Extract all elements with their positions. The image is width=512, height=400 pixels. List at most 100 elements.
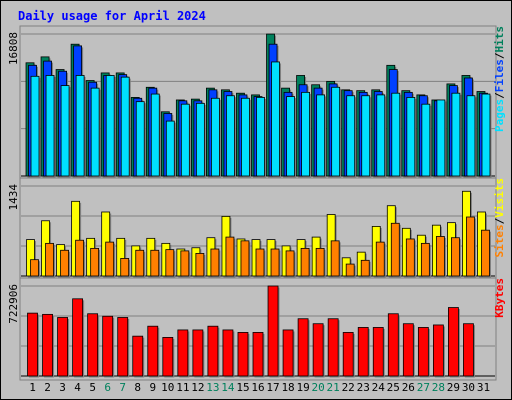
bar-kbytes [448,307,459,377]
bar-pages [165,120,175,177]
bar-sites [255,248,265,277]
bar-sites [165,249,175,277]
bar-kbytes [417,327,429,377]
bar-pages [150,93,160,177]
bar-sites [45,242,54,277]
x-tick-label: 27 [417,381,430,394]
bar-sites [180,250,190,277]
bar-pages [105,75,115,177]
bar-kbytes [102,315,114,377]
x-tick-label: 3 [59,381,66,394]
bar-sites [481,229,490,277]
bar-pages [135,101,145,177]
bar-sites [466,216,475,277]
x-tick-label: 19 [296,381,309,394]
bar-pages [466,95,476,177]
bar-kbytes [207,325,219,377]
bar-kbytes [327,318,339,377]
bar-sites [210,248,220,277]
bar-pages [30,75,40,177]
y-max-label: 16808 [7,32,20,65]
bar-kbytes [372,327,384,377]
bar-kbytes [312,323,324,377]
bar-pages [195,102,205,177]
bar-sites [345,263,355,277]
bar-pages [331,86,341,177]
bar-kbytes [57,317,68,377]
bar-kbytes [432,324,444,377]
bar-sites [105,241,115,277]
bar-sites [435,236,445,277]
x-tick-label: 23 [357,381,370,394]
x-tick-label: 5 [89,381,96,394]
label-separator: / [493,217,506,224]
bar-sites [30,259,39,277]
x-tick-label: 29 [447,381,460,394]
x-tick-label: 25 [387,381,400,394]
x-tick-label: 26 [402,381,415,394]
chart-marks [25,33,492,378]
x-tick-label: 13 [206,381,219,394]
bar-pages [376,94,386,177]
x-tick-label: 1 [29,381,36,394]
bar-pages [301,91,310,177]
bar-kbytes [72,298,84,377]
bar-kbytes [297,318,309,377]
bar-kbytes [162,337,174,377]
bar-kbytes [463,323,474,377]
x-tick-label: 8 [134,381,141,394]
bar-kbytes [402,323,414,377]
bar-sites [360,259,370,277]
x-tick-label: 6 [104,381,111,394]
bar-sites [300,247,310,277]
x-tick-label: 20 [312,381,325,394]
bar-pages [241,97,250,177]
x-tick-label: 10 [161,381,174,394]
x-tick-label: 15 [236,381,249,394]
bar-sites [420,242,430,277]
bar-kbytes [267,285,279,377]
x-tick-label: 30 [462,381,475,394]
x-tick-label: 9 [149,381,156,394]
bar-kbytes [222,329,234,377]
label-separator: / [493,52,506,59]
x-tick-label: 4 [74,381,81,394]
bar-kbytes [282,329,294,377]
bar-kbytes [147,325,159,377]
bar-sites [330,240,340,277]
bar-kbytes [357,327,369,377]
bar-kbytes [132,335,144,377]
bar-kbytes [192,329,204,377]
bar-kbytes [87,313,99,377]
bar-pages [316,94,326,177]
bar-pages [286,96,295,177]
bar-pages [451,92,461,177]
bar-kbytes [342,332,354,377]
bar-pages [180,103,190,177]
chart-title: Daily usage for April 2024 [18,9,206,23]
bar-pages [271,61,280,177]
bar-kbytes [252,332,264,377]
x-tick-label: 21 [327,381,340,394]
bar-pages [406,97,416,177]
bar-pages [421,103,431,177]
bar-sites [285,250,295,277]
bar-sites [195,253,205,277]
bar-sites [390,222,400,277]
bar-pages [60,85,70,177]
x-tick-label: 14 [221,381,235,394]
bar-kbytes [117,317,129,377]
bar-pages [120,76,130,177]
bar-pages [211,97,220,177]
bar-sites [90,247,100,277]
bar-pages [346,95,356,177]
x-tick-label: 12 [191,381,204,394]
axis-label-part: Pages [493,99,506,132]
bar-pages [361,95,371,177]
bar-pages [436,99,446,177]
bar-sites [135,249,145,277]
bar-sites [225,236,235,277]
bar-kbytes [387,313,399,377]
axis-label-part: Files [493,59,506,92]
